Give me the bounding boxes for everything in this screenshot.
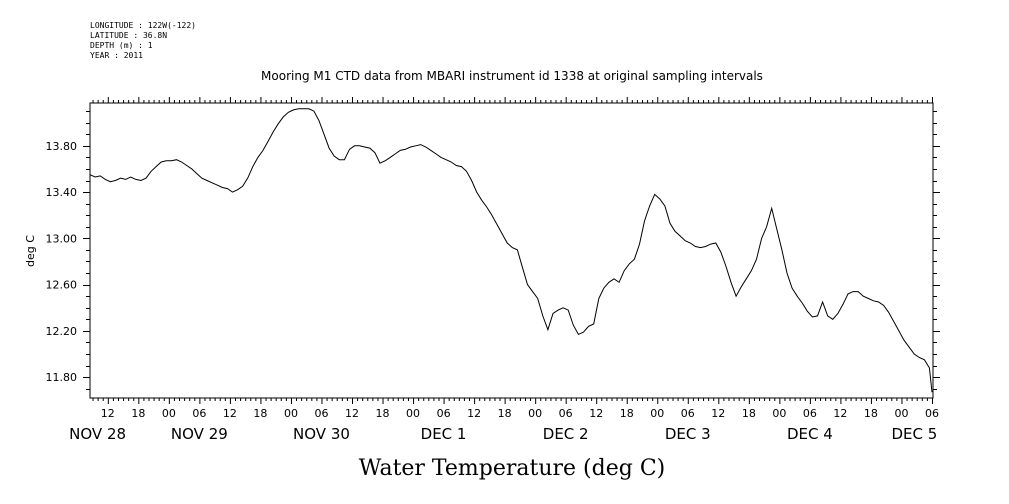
y-tick-label: 12.60 — [46, 279, 78, 292]
y-tick-label: 11.80 — [46, 371, 78, 384]
day-label: NOV 30 — [293, 425, 350, 443]
x-tick-label: 06 — [192, 407, 206, 420]
x-tick-label: 12 — [833, 407, 847, 420]
metadata-block: LONGITUDE : 122W(-122) LATITUDE : 36.8N … — [90, 21, 196, 61]
x-tick-label: 06 — [559, 407, 573, 420]
x-tick-label: 06 — [437, 407, 451, 420]
depth-label: DEPTH (m) : 1 — [90, 41, 153, 50]
axis-ticks — [83, 97, 940, 404]
day-label: DEC 3 — [665, 425, 711, 443]
day-label: NOV 28 — [69, 425, 126, 443]
temperature-line — [89, 108, 933, 393]
day-label: NOV 29 — [171, 425, 228, 443]
y-tick-label: 13.40 — [46, 186, 78, 199]
latitude-label: LATITUDE : 36.8N — [90, 31, 168, 40]
x-tick-label: 00 — [162, 407, 176, 420]
x-tick-label: 18 — [742, 407, 756, 420]
x-tick-label: 18 — [864, 407, 878, 420]
x-tick-label: 06 — [803, 407, 817, 420]
x-tick-label: 00 — [528, 407, 542, 420]
day-label: DEC 1 — [421, 425, 467, 443]
y-tick-labels: 11.80 12.20 12.60 13.00 13.40 13.80 — [46, 140, 78, 384]
plot-frame — [89, 102, 934, 399]
x-tick-label: 12 — [345, 407, 359, 420]
day-label: DEC 2 — [543, 425, 589, 443]
day-label: DEC 4 — [787, 425, 833, 443]
x-tick-label: 12 — [711, 407, 725, 420]
x-tick-label: 00 — [894, 407, 908, 420]
x-axis-title: Water Temperature (deg C) — [359, 456, 666, 481]
x-tick-label: 12 — [589, 407, 603, 420]
x-tick-label: 00 — [284, 407, 298, 420]
x-tick-label: 06 — [925, 407, 939, 420]
x-tick-label: 06 — [314, 407, 328, 420]
x-tick-labels: 12 18 00 06 12 18 00 06 12 18 00 06 12 18 00 06 12 18 00 06… — [101, 407, 939, 420]
longitude-label: LONGITUDE : 122W(-122) — [90, 21, 196, 30]
x-tick-label: 00 — [406, 407, 420, 420]
x-tick-label: 12 — [467, 407, 481, 420]
x-tick-label: 18 — [253, 407, 267, 420]
x-tick-label: 00 — [650, 407, 664, 420]
x-tick-label: 00 — [772, 407, 786, 420]
x-tick-label: 18 — [131, 407, 145, 420]
x-tick-label: 12 — [101, 407, 115, 420]
y-tick-label: 12.20 — [46, 325, 78, 338]
x-tick-label: 18 — [620, 407, 634, 420]
x-tick-label: 18 — [376, 407, 390, 420]
day-labels: NOV 28 NOV 29 NOV 30 DEC 1 DEC 2 DEC 3 DEC 4 DE… — [69, 425, 937, 443]
year-label: YEAR : 2011 — [90, 51, 143, 60]
y-tick-label: 13.80 — [46, 140, 78, 153]
x-tick-label: 12 — [223, 407, 237, 420]
y-axis-label: deg C — [24, 235, 37, 267]
chart-title: Mooring M1 CTD data from MBARI instrumen… — [261, 69, 763, 83]
x-tick-label: 06 — [681, 407, 695, 420]
day-label: DEC 5 — [891, 425, 937, 443]
x-tick-label: 18 — [498, 407, 512, 420]
y-tick-label: 13.00 — [46, 232, 78, 245]
